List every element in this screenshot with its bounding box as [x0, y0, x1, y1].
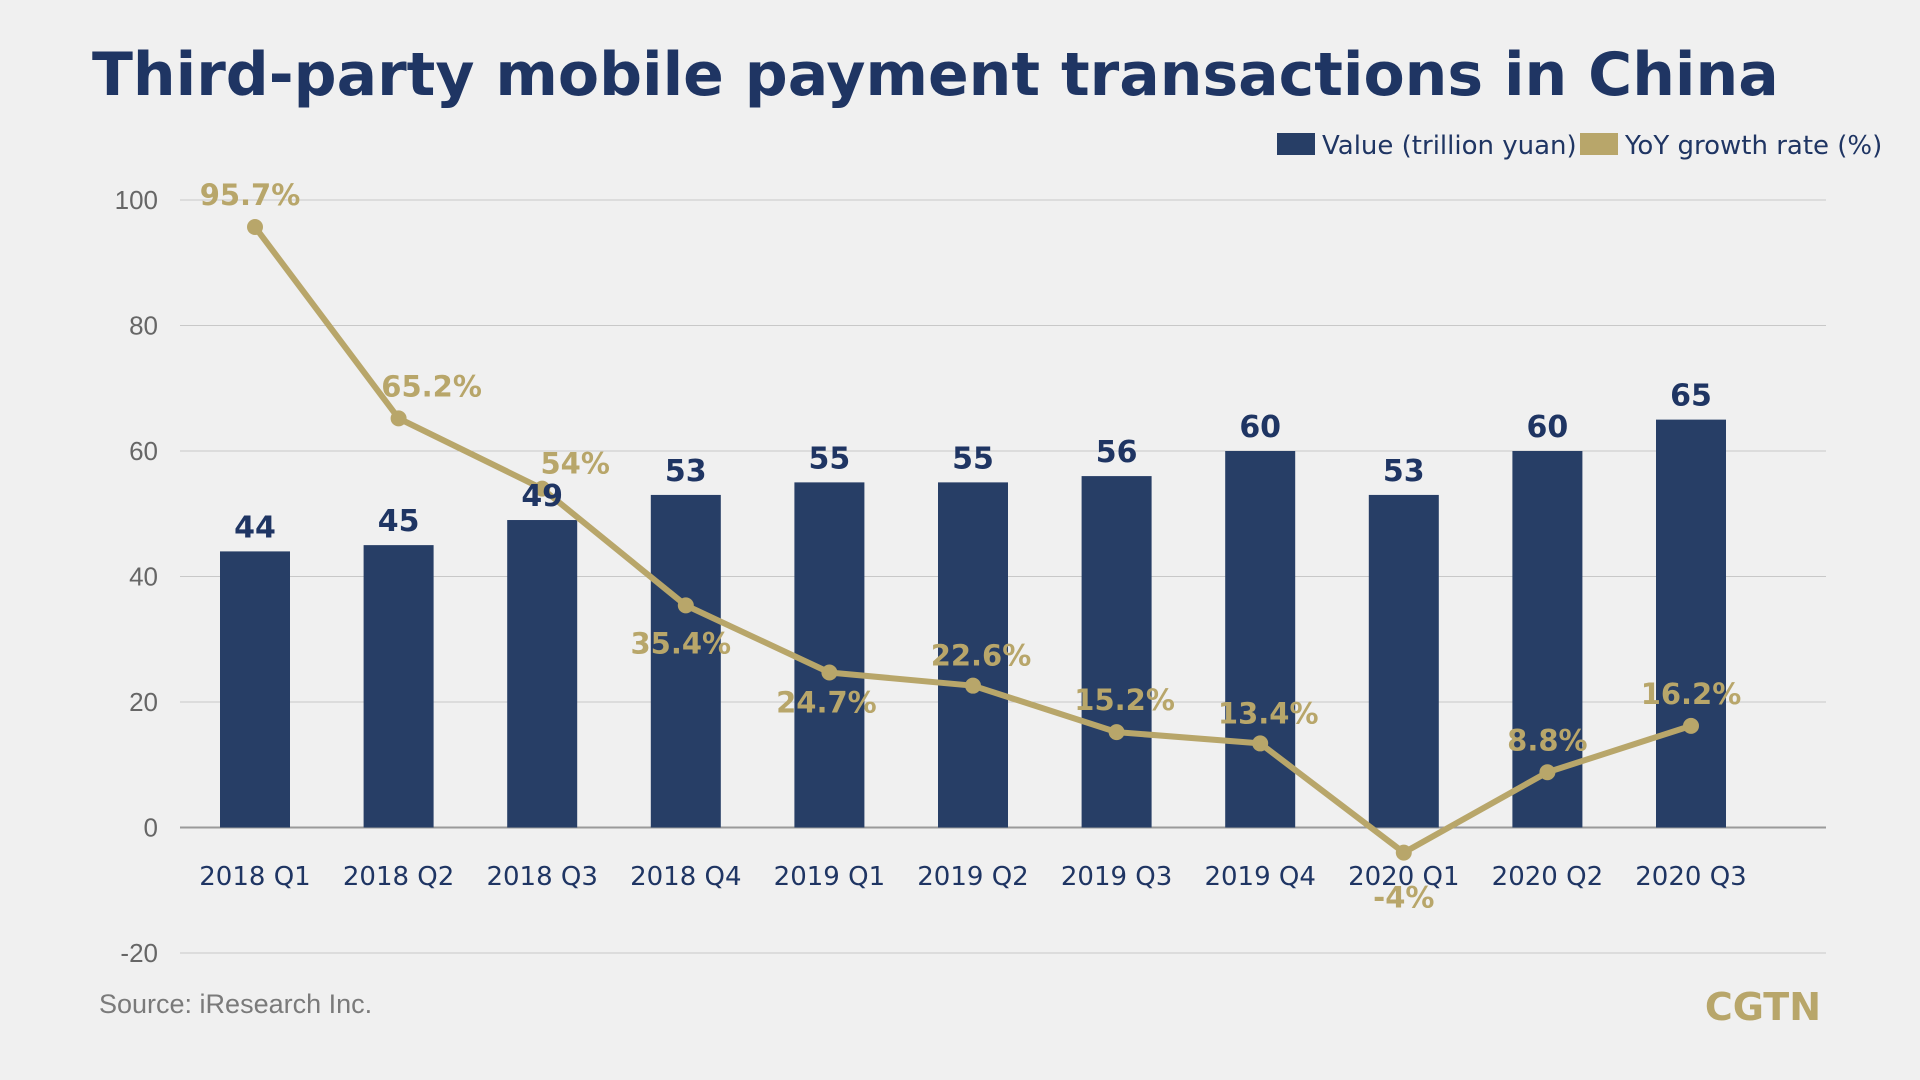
- y-tick-label: -20: [120, 938, 158, 968]
- chart-title: Third-party mobile payment transactions …: [92, 40, 1779, 110]
- growth-point: [965, 677, 981, 694]
- bar-value-label: 45: [378, 504, 420, 539]
- bar-value-label: 55: [952, 441, 994, 476]
- legend-swatch-growth: [1580, 133, 1618, 155]
- x-tick-label: 2019 Q2: [917, 862, 1028, 892]
- growth-value-label: 13.4%: [1218, 696, 1319, 730]
- y-tick-label: 60: [129, 436, 158, 466]
- bar: [650, 494, 721, 828]
- bar: [220, 551, 290, 828]
- bar-series: [220, 419, 1726, 828]
- legend: Value (trillion yuan) YoY growth rate (%…: [1277, 131, 1882, 161]
- growth-value-label: 65.2%: [381, 369, 482, 403]
- line-series: [247, 218, 1699, 861]
- growth-point: [1108, 724, 1125, 741]
- x-tick-label: 2018 Q2: [343, 862, 454, 892]
- bar-value-label: 55: [809, 441, 851, 476]
- data-labels: 44 45 49 53 55 55 56 60 53 60 65 95.7% 65.2% 54% 35.4%…: [200, 178, 1742, 915]
- bar-value-label: 49: [521, 479, 563, 514]
- y-tick-label: 20: [129, 687, 158, 717]
- growth-value-label: 95.7%: [200, 178, 301, 212]
- x-tick-label: 2018 Q3: [486, 862, 597, 892]
- bar: [1368, 494, 1439, 828]
- legend-label-value: Value (trillion yuan): [1322, 131, 1577, 161]
- legend-label-growth: YoY growth rate (%): [1624, 131, 1882, 161]
- growth-point: [534, 480, 551, 497]
- x-tick-label: 2018 Q4: [630, 862, 741, 892]
- growth-value-label: 35.4%: [630, 626, 731, 660]
- cgtn-logo: CGTN: [1705, 985, 1821, 1029]
- x-tick-label: 2020 Q1: [1348, 862, 1459, 892]
- x-tick-label: 2019 Q1: [774, 862, 885, 892]
- x-tick-label: 2019 Q3: [1061, 862, 1172, 892]
- bar-value-label: 65: [1670, 379, 1712, 414]
- x-tick-label: 2018 Q1: [199, 862, 310, 892]
- growth-value-label: 24.7%: [776, 686, 877, 720]
- growth-value-label: 22.6%: [931, 639, 1032, 673]
- growth-point: [247, 218, 263, 235]
- x-axis-ticks: 2018 Q1 2018 Q2 2018 Q3 2018 Q4 2019 Q1 2019 …: [199, 862, 1746, 892]
- y-tick-label: 40: [129, 562, 158, 592]
- bar: [507, 520, 578, 828]
- growth-point: [1683, 717, 1699, 734]
- y-axis-ticks: -20 0 20 40 60 80 100: [115, 185, 158, 968]
- growth-point: [677, 597, 694, 614]
- bar: [1225, 451, 1296, 828]
- y-tick-label: 100: [115, 185, 158, 215]
- y-tick-label: 0: [144, 813, 158, 843]
- growth-point: [821, 664, 838, 681]
- legend-swatch-value: [1277, 133, 1315, 155]
- bar-value-label: 60: [1527, 410, 1569, 445]
- x-tick-label: 2020 Q3: [1635, 862, 1746, 892]
- growth-value-label: 8.8%: [1507, 723, 1587, 757]
- bar: [363, 545, 434, 828]
- y-tick-label: 80: [129, 311, 158, 341]
- growth-point: [390, 410, 407, 427]
- x-tick-label: 2019 Q4: [1204, 862, 1315, 892]
- growth-value-label: 54%: [540, 447, 609, 481]
- bar-value-label: 60: [1239, 410, 1281, 445]
- bar-value-label: 53: [1383, 454, 1425, 489]
- growth-point: [1395, 844, 1412, 861]
- bar: [794, 482, 865, 828]
- source-note: Source: iResearch Inc.: [99, 989, 372, 1019]
- growth-value-label: -4%: [1373, 881, 1434, 915]
- growth-value-label: 15.2%: [1074, 683, 1175, 717]
- growth-point: [1252, 735, 1269, 752]
- growth-point: [1539, 764, 1556, 781]
- growth-value-label: 16.2%: [1641, 677, 1742, 711]
- bar: [938, 482, 1008, 828]
- x-tick-label: 2020 Q2: [1492, 862, 1603, 892]
- bar: [1656, 419, 1726, 828]
- bar-value-label: 56: [1096, 435, 1138, 470]
- bar-value-label: 44: [234, 510, 276, 545]
- bar-value-label: 53: [665, 454, 707, 489]
- bar: [1081, 476, 1152, 828]
